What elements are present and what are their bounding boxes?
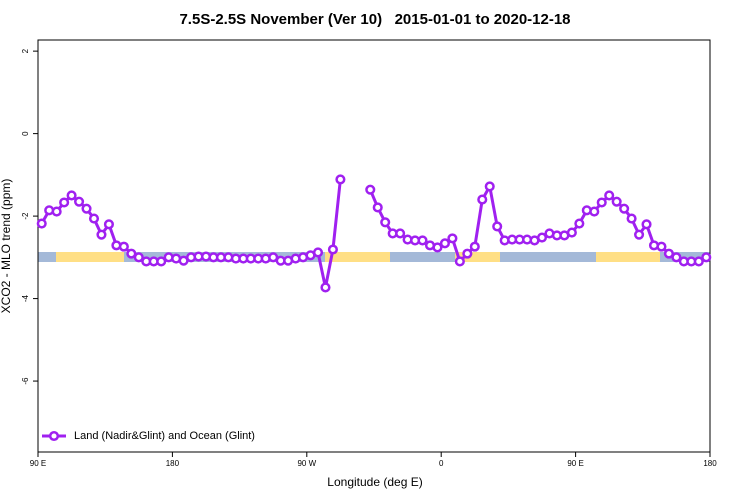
data-point	[536, 232, 548, 243]
data-point	[372, 202, 383, 213]
x-tick-label: 180	[703, 459, 717, 468]
data-point	[126, 248, 137, 259]
data-point	[693, 256, 704, 267]
x-tick-label: 90 E	[30, 459, 46, 468]
data-point	[74, 196, 85, 207]
x-tick-label: 90 E	[567, 459, 583, 468]
data-point	[671, 252, 682, 263]
data-point	[619, 203, 630, 214]
data-point	[103, 219, 114, 230]
chart-title: 7.5S-2.5S November (Ver 10) 2015-01-01 t…	[179, 11, 570, 28]
data-point	[604, 190, 615, 201]
data-point	[81, 203, 92, 214]
data-point	[335, 174, 346, 185]
data-point	[462, 248, 473, 259]
data-point	[589, 206, 600, 217]
data-point	[327, 244, 338, 255]
y-tick-label: 2	[21, 48, 30, 53]
data-point	[320, 282, 331, 293]
data-point	[492, 221, 503, 232]
land-ocean-band	[38, 252, 710, 262]
x-tick-label: 180	[166, 459, 180, 468]
legend-label: Land (Nadir&Glint) and Ocean (Glint)	[74, 430, 255, 442]
data-point	[88, 213, 100, 224]
land-band	[596, 252, 660, 262]
data-point	[574, 218, 585, 229]
data-point	[439, 238, 450, 249]
data-point	[365, 184, 376, 195]
data-point	[66, 190, 77, 201]
data-point	[380, 217, 391, 228]
data-point	[312, 247, 324, 258]
data-point	[611, 196, 622, 207]
y-tick-label: -2	[21, 212, 30, 220]
y-tick-label: -6	[21, 377, 30, 385]
plot-frame	[37, 39, 711, 453]
data-point	[663, 248, 674, 259]
land-band	[455, 252, 500, 262]
data-point	[447, 233, 458, 244]
y-tick-label: 0	[21, 131, 30, 136]
x-axis-label: Longitude (deg E)	[327, 475, 422, 489]
data-point	[566, 227, 577, 238]
data-point	[701, 252, 712, 263]
data-point	[118, 241, 129, 252]
data-point	[59, 197, 70, 208]
y-axis-label: XCO2 - MLO trend (ppm)	[0, 179, 13, 314]
data-point	[656, 241, 667, 252]
x-tick-label: 0	[439, 459, 444, 468]
data-point	[626, 213, 637, 224]
data-point	[432, 242, 443, 253]
data-point	[417, 235, 428, 246]
y-tick-label: -4	[21, 294, 30, 302]
data-point	[96, 229, 107, 240]
land-band	[56, 252, 124, 262]
data-point	[133, 252, 144, 263]
data-point	[484, 181, 495, 192]
data-point	[395, 228, 406, 239]
legend-marker	[48, 430, 60, 442]
data-point	[454, 256, 465, 267]
x-tick-label: 90 W	[297, 459, 316, 468]
data-point	[477, 194, 488, 205]
data-point	[634, 229, 645, 240]
land-band	[325, 252, 390, 262]
data-point	[641, 219, 652, 230]
data-point	[469, 241, 480, 252]
data-point	[51, 206, 62, 217]
data-point	[156, 256, 167, 267]
data-point	[36, 218, 47, 229]
data-point	[596, 197, 607, 208]
